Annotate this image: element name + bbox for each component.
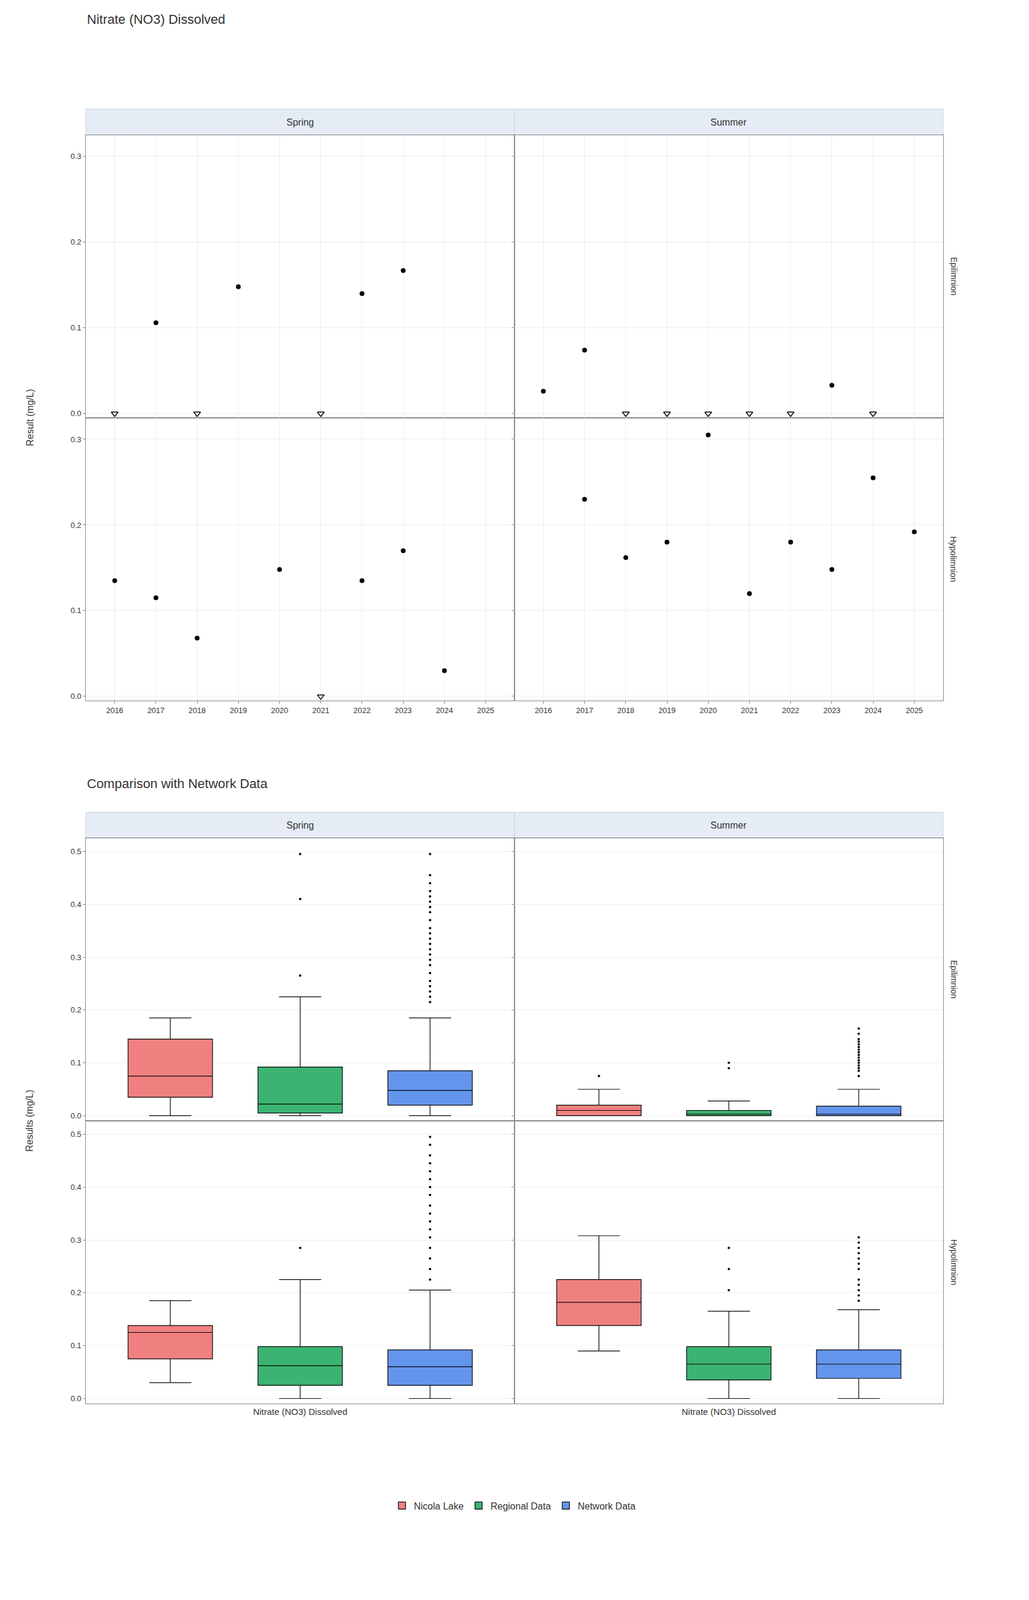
svg-text:0.0: 0.0 [70, 1394, 82, 1404]
svg-text:Network Data: Network Data [577, 1501, 636, 1512]
svg-text:0.2: 0.2 [70, 237, 82, 247]
svg-text:0.0: 0.0 [70, 409, 82, 419]
svg-text:Hypolimnion: Hypolimnion [948, 536, 959, 583]
svg-text:2018: 2018 [616, 706, 635, 716]
svg-text:2022: 2022 [781, 706, 800, 716]
svg-text:Hypolimnion: Hypolimnion [949, 1239, 959, 1286]
svg-text:Summer: Summer [710, 117, 747, 128]
svg-text:Summer: Summer [710, 820, 747, 831]
svg-text:0.0: 0.0 [70, 1111, 82, 1121]
svg-text:0.4: 0.4 [70, 1183, 82, 1193]
svg-text:Epilimnion: Epilimnion [949, 960, 959, 1000]
svg-text:2023: 2023 [822, 706, 841, 716]
svg-text:2021: 2021 [740, 706, 759, 716]
svg-text:0.0: 0.0 [70, 691, 82, 701]
svg-text:0.3: 0.3 [70, 953, 82, 963]
svg-text:2025: 2025 [905, 706, 924, 716]
svg-text:2022: 2022 [353, 706, 371, 716]
svg-text:0.4: 0.4 [70, 900, 82, 910]
svg-text:Spring: Spring [286, 820, 314, 831]
svg-text:0.2: 0.2 [70, 1005, 82, 1015]
svg-text:0.5: 0.5 [70, 1130, 82, 1140]
svg-text:2016: 2016 [534, 706, 553, 716]
svg-text:0.1: 0.1 [70, 323, 82, 333]
svg-text:Nitrate (NO3) Dissolved: Nitrate (NO3) Dissolved [253, 1407, 348, 1418]
svg-text:Comparison with Network Data: Comparison with Network Data [86, 776, 268, 792]
svg-text:2017: 2017 [575, 706, 594, 716]
svg-text:Result (mg/L): Result (mg/L) [25, 388, 36, 447]
svg-text:Epilimnion: Epilimnion [949, 257, 959, 296]
svg-text:0.2: 0.2 [70, 1288, 82, 1298]
svg-text:2017: 2017 [147, 706, 165, 716]
svg-text:0.3: 0.3 [70, 435, 82, 445]
svg-text:2024: 2024 [864, 706, 882, 716]
svg-text:Regional Data: Regional Data [490, 1501, 552, 1512]
svg-text:2023: 2023 [394, 706, 413, 716]
svg-text:0.1: 0.1 [70, 1058, 82, 1068]
svg-text:2019: 2019 [658, 706, 676, 716]
svg-text:2019: 2019 [229, 706, 248, 716]
svg-text:2021: 2021 [312, 706, 330, 716]
svg-text:0.3: 0.3 [70, 1236, 82, 1246]
svg-text:0.1: 0.1 [70, 606, 82, 616]
svg-text:Spring: Spring [286, 117, 314, 128]
svg-text:Nicola Lake: Nicola Lake [413, 1501, 464, 1512]
svg-text:2020: 2020 [270, 706, 289, 716]
svg-text:Results (mg/L): Results (mg/L) [24, 1090, 35, 1153]
svg-text:2020: 2020 [699, 706, 717, 716]
svg-text:2016: 2016 [105, 706, 124, 716]
svg-text:0.1: 0.1 [70, 1341, 82, 1351]
svg-text:2018: 2018 [188, 706, 207, 716]
svg-text:0.5: 0.5 [70, 847, 82, 857]
svg-text:2025: 2025 [476, 706, 495, 716]
svg-text:Nitrate (NO3) Dissolved: Nitrate (NO3) Dissolved [86, 11, 226, 27]
svg-text:Nitrate (NO3) Dissolved: Nitrate (NO3) Dissolved [681, 1407, 776, 1418]
svg-text:2024: 2024 [435, 706, 454, 716]
svg-text:0.2: 0.2 [70, 521, 82, 530]
svg-text:0.3: 0.3 [70, 151, 82, 161]
